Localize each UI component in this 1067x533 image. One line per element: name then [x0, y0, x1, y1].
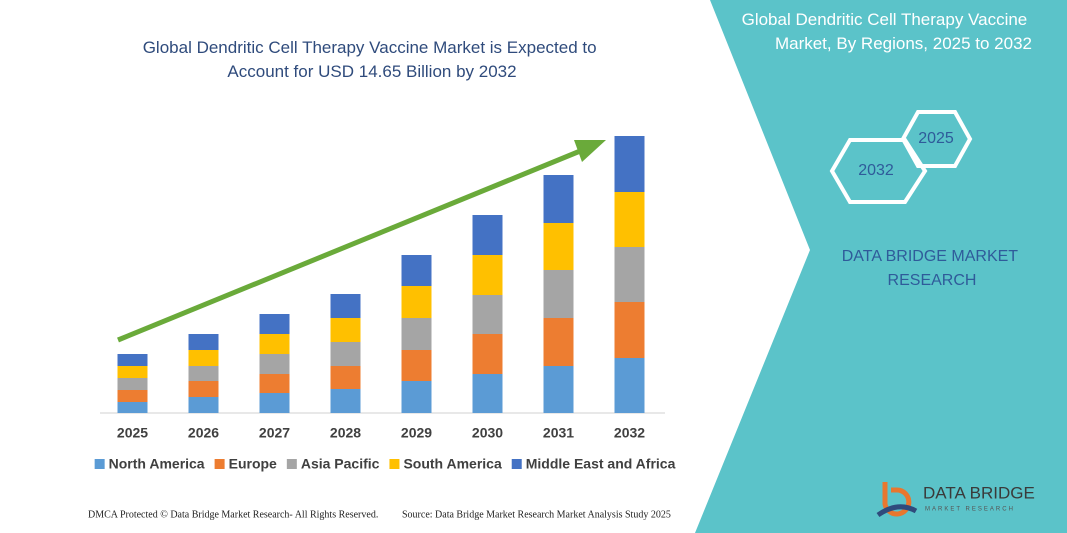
footer-left: DMCA Protected © Data Bridge Market Rese…	[88, 509, 378, 520]
bar-segment	[188, 381, 219, 397]
x-tick-label: 2029	[401, 425, 432, 441]
legend-label: Middle East and Africa	[526, 456, 676, 472]
bar-segment	[472, 295, 503, 334]
bar-segment	[472, 374, 503, 413]
x-tick-label: 2026	[188, 425, 219, 441]
side-panel	[695, 0, 1067, 533]
logo-name: DATA BRIDGE	[923, 483, 1035, 502]
bar-segment	[401, 255, 432, 286]
bar-segment	[330, 342, 361, 366]
bar-segment	[117, 378, 148, 390]
logo-sub: MARKET RESEARCH	[925, 507, 1015, 513]
hexagon-label: 2025	[918, 130, 954, 147]
bar-segment	[188, 334, 219, 350]
bar-segment	[614, 247, 645, 302]
bar-segment	[330, 294, 361, 318]
bar-segment	[188, 350, 219, 366]
legend-label: Asia Pacific	[301, 456, 380, 472]
bar-segment	[401, 381, 432, 413]
footer-right: Source: Data Bridge Market Research Mark…	[402, 509, 671, 520]
legend-label: North America	[109, 456, 205, 472]
bar-segment	[259, 374, 290, 393]
bar-segment	[543, 223, 574, 270]
bar-segment	[472, 255, 503, 295]
legend-item: South America	[389, 456, 502, 472]
bar-segment	[543, 366, 574, 413]
bar-segment	[117, 354, 148, 366]
bar-segment	[472, 334, 503, 374]
bar-segment	[401, 350, 432, 381]
arrow-head	[574, 140, 606, 162]
bar-segment	[401, 318, 432, 350]
legend-label: South America	[403, 456, 501, 472]
bar-segment	[614, 136, 645, 192]
x-tick-label: 2032	[614, 425, 645, 441]
bar-segment	[259, 354, 290, 374]
bar-segment	[330, 318, 361, 342]
x-tick-label: 2028	[330, 425, 361, 441]
bar-segment	[614, 358, 645, 413]
bar-segment	[543, 270, 574, 318]
legend-swatch	[389, 459, 400, 469]
legend-item: Middle East and Africa	[511, 456, 676, 472]
legend-swatch	[286, 459, 297, 469]
x-tick-label: 2027	[259, 425, 290, 441]
panel-title: Global Dendritic Cell Therapy Vaccine Ma…	[742, 10, 1032, 53]
bar-segment	[472, 215, 503, 255]
legend-label: Europe	[229, 456, 277, 472]
chart-title: Global Dendritic Cell Therapy Vaccine Ma…	[143, 38, 602, 81]
hexagon-label: 2032	[858, 162, 894, 179]
bar-segment	[188, 397, 219, 413]
trend-arrow	[117, 144, 591, 343]
bar-segment	[330, 366, 361, 389]
bar-segment	[614, 302, 645, 358]
bar-segment	[543, 318, 574, 366]
logo-icon	[876, 504, 918, 518]
brand-text: DATA BRIDGE MARKET RESEARCH	[842, 248, 1022, 289]
x-tick-label: 2030	[472, 425, 503, 441]
bar-segment	[259, 393, 290, 413]
bar-segment	[543, 175, 574, 223]
legend-item: Europe	[214, 456, 277, 472]
legend-swatch	[94, 459, 105, 469]
legend-swatch	[511, 459, 522, 469]
bar-segment	[259, 314, 290, 334]
bar-segment	[117, 366, 148, 378]
bar-segment	[401, 286, 432, 318]
bar-segment	[614, 192, 645, 247]
legend-item: Asia Pacific	[286, 456, 380, 472]
legend-item: North America	[94, 456, 205, 472]
legend-swatch	[214, 459, 225, 469]
bar-segment	[117, 402, 148, 413]
x-tick-label: 2031	[543, 425, 574, 441]
bar-segment	[330, 389, 361, 413]
x-tick-label: 2025	[117, 425, 148, 441]
hexagon	[900, 110, 973, 168]
bar-segment	[188, 366, 219, 381]
bar-segment	[259, 334, 290, 354]
bar-segment	[117, 390, 148, 402]
